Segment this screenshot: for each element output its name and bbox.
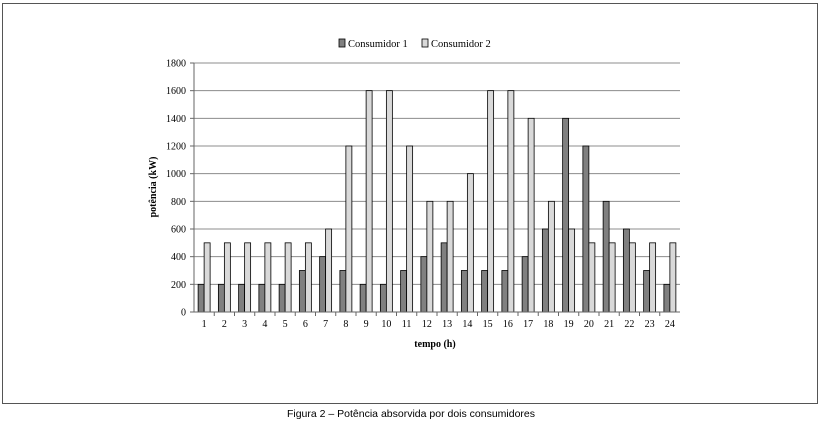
x-tick-label: 4 bbox=[262, 319, 267, 330]
legend-label-1: Consumidor 1 bbox=[348, 39, 408, 50]
x-tick-label: 10 bbox=[381, 319, 391, 330]
x-tick-label: 2 bbox=[222, 319, 227, 330]
figure-caption: Figura 2 – Potência absorvida por dois c… bbox=[286, 408, 536, 420]
y-tick-label: 1200 bbox=[166, 142, 186, 153]
bar-1-19 bbox=[562, 117, 570, 313]
bar-2-13 bbox=[446, 200, 454, 313]
bar-2-20 bbox=[588, 242, 596, 313]
x-tick-label: 19 bbox=[564, 319, 574, 330]
bar-2-22 bbox=[628, 242, 636, 313]
y-tick-label: 200 bbox=[171, 280, 186, 291]
bar-2-14 bbox=[466, 173, 474, 313]
x-tick-label: 3 bbox=[242, 319, 247, 330]
legend-swatch-2 bbox=[421, 38, 429, 48]
x-tick-label: 8 bbox=[343, 319, 348, 330]
bar-1-9 bbox=[359, 283, 367, 313]
bar-2-12 bbox=[426, 200, 434, 313]
bar-2-19 bbox=[568, 228, 576, 313]
y-tick-label: 1000 bbox=[166, 169, 186, 180]
bar-2-24 bbox=[669, 242, 677, 313]
bar-1-10 bbox=[379, 283, 387, 313]
y-tick-label: 0 bbox=[181, 308, 186, 319]
bar-2-17 bbox=[527, 117, 535, 313]
bar-1-14 bbox=[460, 270, 468, 313]
bar-2-11 bbox=[406, 145, 414, 313]
x-tick-label: 24 bbox=[665, 319, 675, 330]
x-tick-label: 11 bbox=[402, 319, 412, 330]
y-tick-label: 800 bbox=[171, 197, 186, 208]
x-tick-label: 14 bbox=[462, 319, 472, 330]
bar-1-13 bbox=[440, 242, 448, 313]
y-tick-label: 1600 bbox=[166, 86, 186, 97]
bar-1-4 bbox=[258, 283, 266, 313]
bar-2-10 bbox=[385, 90, 393, 313]
bar-1-12 bbox=[420, 256, 428, 313]
y-tick-label: 600 bbox=[171, 225, 186, 236]
x-tick-label: 9 bbox=[364, 319, 369, 330]
bar-1-1 bbox=[197, 283, 205, 313]
y-tick-label: 1800 bbox=[166, 59, 186, 70]
bar-1-15 bbox=[481, 270, 489, 313]
x-tick-label: 13 bbox=[442, 319, 452, 330]
legend-swatch-1 bbox=[338, 38, 346, 48]
bar-2-15 bbox=[487, 90, 495, 313]
y-axis-title: potência (kW) bbox=[148, 157, 159, 218]
bars bbox=[197, 90, 677, 313]
x-tick-label: 22 bbox=[624, 319, 634, 330]
bar-2-18 bbox=[547, 200, 555, 313]
bar-1-5 bbox=[278, 283, 286, 313]
bar-1-23 bbox=[643, 270, 651, 313]
x-tick-label: 17 bbox=[523, 319, 533, 330]
y-tick-label: 400 bbox=[171, 252, 186, 263]
legend: Consumidor 1 Consumidor 2 bbox=[338, 38, 491, 50]
bar-2-6 bbox=[304, 242, 312, 313]
bar-1-8 bbox=[339, 270, 347, 313]
bar-2-1 bbox=[203, 242, 211, 313]
x-tick-label: 12 bbox=[422, 319, 432, 330]
bar-1-7 bbox=[319, 256, 327, 313]
bar-1-11 bbox=[400, 270, 408, 313]
bar-1-20 bbox=[582, 145, 590, 313]
legend-label-2: Consumidor 2 bbox=[431, 39, 491, 50]
x-tick-label: 5 bbox=[283, 319, 288, 330]
x-tick-label: 23 bbox=[645, 319, 655, 330]
bar-1-22 bbox=[622, 228, 630, 313]
bar-1-24 bbox=[663, 283, 671, 313]
bar-2-9 bbox=[365, 90, 373, 313]
bar-1-18 bbox=[541, 228, 549, 313]
gridlines bbox=[194, 62, 680, 313]
bar-1-16 bbox=[501, 270, 509, 313]
bar-2-4 bbox=[264, 242, 272, 313]
bar-2-2 bbox=[223, 242, 231, 313]
x-tick-label: 18 bbox=[543, 319, 553, 330]
x-tick-label: 6 bbox=[303, 319, 308, 330]
bar-1-21 bbox=[602, 200, 610, 313]
bar-2-3 bbox=[244, 242, 252, 313]
chart-frame: 0 200 400 600 800 1000 1200 1400 1600 1800 1 2 3 4 5 6 7… bbox=[2, 3, 818, 404]
y-tick-label: 1400 bbox=[166, 114, 186, 125]
bar-2-16 bbox=[507, 90, 515, 313]
x-axis-title: tempo (h) bbox=[414, 339, 455, 350]
bar-2-23 bbox=[649, 242, 657, 313]
x-tick-label: 16 bbox=[503, 319, 513, 330]
bar-2-7 bbox=[325, 228, 333, 313]
x-tick-label: 20 bbox=[584, 319, 594, 330]
x-tick-label: 15 bbox=[483, 319, 493, 330]
x-tick-label: 21 bbox=[604, 319, 614, 330]
bar-1-3 bbox=[238, 283, 246, 313]
bar-1-2 bbox=[217, 283, 225, 313]
bar-1-6 bbox=[298, 270, 306, 313]
x-tick-label: 1 bbox=[202, 319, 207, 330]
bar-1-17 bbox=[521, 256, 529, 313]
bar-2-5 bbox=[284, 242, 292, 313]
bar-2-8 bbox=[345, 145, 353, 313]
x-tick-label: 7 bbox=[323, 319, 328, 330]
bar-2-21 bbox=[608, 242, 616, 313]
